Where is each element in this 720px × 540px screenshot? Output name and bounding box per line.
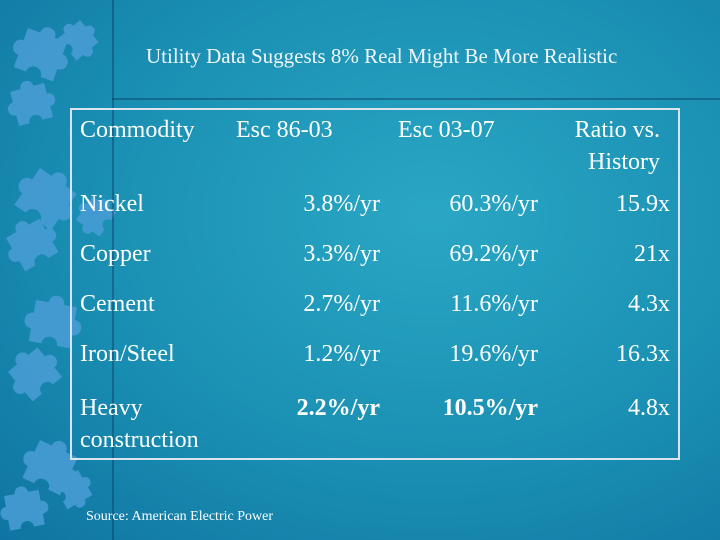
table-row-esc-03-07: 19.6%/yr [449,341,538,367]
table-row-esc-86-03: 2.7%/yr [303,291,380,317]
table-row-esc-86-03: 3.8%/yr [303,191,380,217]
table-row-esc-03-07: 10.5%/yr [442,395,538,421]
table-row-esc-86-03: 1.2%/yr [303,341,380,367]
header-commodity: Commodity [80,117,195,143]
table-row-commodity: Cement [80,291,155,317]
header-ratio: Ratio vs. History [574,117,660,175]
header-esc-86-03: Esc 86-03 [236,117,333,143]
table-row-ratio: 16.3x [616,341,670,367]
header-esc-03-07: Esc 03-07 [398,117,495,143]
table-row-commodity: Nickel [80,191,144,217]
table-row-esc-03-07: 69.2%/yr [449,241,538,267]
table-row-esc-03-07: 11.6%/yr [450,291,538,317]
vertical-rule [112,0,114,540]
slide-title: Utility Data Suggests 8% Real Might Be M… [146,44,618,68]
table-row-commodity: Heavy construction [80,395,199,453]
table-row-esc-86-03: 3.3%/yr [303,241,380,267]
table-row-ratio: 4.8x [628,395,670,421]
table-row-commodity: Iron/Steel [80,341,175,367]
table-row-ratio: 21x [634,241,670,267]
table-row-esc-03-07: 60.3%/yr [449,191,538,217]
source-note: Source: American Electric Power [86,509,273,524]
table-row-esc-86-03: 2.2%/yr [296,395,380,421]
data-table [70,108,680,460]
table-row-commodity: Copper [80,241,151,267]
table-row-ratio: 15.9x [616,191,670,217]
table-row-ratio: 4.3x [628,291,670,317]
horizontal-rule [112,98,720,100]
